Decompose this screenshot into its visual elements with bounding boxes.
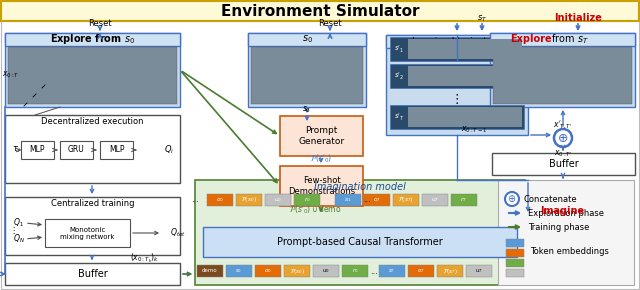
Text: $s_0$: $s_0$ <box>301 34 312 46</box>
Circle shape <box>505 192 519 206</box>
FancyBboxPatch shape <box>342 265 368 277</box>
FancyBboxPatch shape <box>21 141 54 159</box>
Text: demo: demo <box>202 269 218 273</box>
Text: $o_0$: $o_0$ <box>264 267 272 275</box>
FancyBboxPatch shape <box>313 265 339 277</box>
Text: $r_T$: $r_T$ <box>460 195 468 204</box>
FancyBboxPatch shape <box>5 33 180 46</box>
FancyBboxPatch shape <box>393 194 419 206</box>
Text: $s'_T$: $s'_T$ <box>394 111 404 123</box>
Text: $s_1$: $s_1$ <box>344 196 351 204</box>
FancyBboxPatch shape <box>197 265 223 277</box>
FancyBboxPatch shape <box>5 115 180 183</box>
Text: $\oplus$: $\oplus$ <box>557 131 569 144</box>
Text: Training phase: Training phase <box>528 222 589 231</box>
Text: $s'_2$: $s'_2$ <box>394 70 404 81</box>
Text: $s_T$: $s_T$ <box>388 267 396 275</box>
Text: $x_{0:T}$: $x_{0:T}$ <box>2 70 20 80</box>
Text: $x_{0:T-1}$: $x_{0:T-1}$ <box>461 125 488 135</box>
Text: Buffer: Buffer <box>548 159 579 169</box>
FancyBboxPatch shape <box>251 47 363 104</box>
Text: ...: ... <box>370 267 378 275</box>
Text: Exploration phase: Exploration phase <box>528 209 604 218</box>
Text: $(x_{0:T_k})_k$: $(x_{0:T_k})_k$ <box>130 251 159 265</box>
Text: Imagined trajectory: Imagined trajectory <box>412 37 502 46</box>
FancyBboxPatch shape <box>45 219 130 247</box>
FancyBboxPatch shape <box>8 47 177 104</box>
FancyBboxPatch shape <box>1 1 639 21</box>
Text: $\oplus$: $\oplus$ <box>508 193 516 204</box>
Text: Initialize: Initialize <box>554 13 602 23</box>
Text: $s_0$: $s_0$ <box>236 267 243 275</box>
FancyBboxPatch shape <box>437 265 463 277</box>
Text: $r_0$: $r_0$ <box>352 267 358 275</box>
FancyBboxPatch shape <box>203 227 517 257</box>
Text: Centralized training: Centralized training <box>51 200 134 209</box>
FancyBboxPatch shape <box>506 239 524 247</box>
Text: Environment Simulator: Environment Simulator <box>221 3 419 19</box>
Text: ...: ... <box>363 195 371 204</box>
FancyBboxPatch shape <box>284 265 310 277</box>
Text: GRU: GRU <box>68 146 85 155</box>
Circle shape <box>554 129 572 147</box>
FancyBboxPatch shape <box>490 33 635 46</box>
Text: $u_0$: $u_0$ <box>274 196 282 204</box>
Text: Imagine: Imagine <box>540 206 584 216</box>
Text: $Q_i$: $Q_i$ <box>164 144 174 156</box>
FancyBboxPatch shape <box>335 194 361 206</box>
FancyBboxPatch shape <box>5 33 180 107</box>
Text: $u_0$: $u_0$ <box>322 267 330 275</box>
Text: Prompt
Generator: Prompt Generator <box>298 126 344 146</box>
Text: ⋮: ⋮ <box>9 226 17 235</box>
Text: $r_0$: $r_0$ <box>303 195 310 204</box>
Text: $Q_1$: $Q_1$ <box>13 217 24 229</box>
FancyBboxPatch shape <box>280 166 363 206</box>
FancyBboxPatch shape <box>492 153 635 175</box>
FancyBboxPatch shape <box>255 265 281 277</box>
Text: Concatenate: Concatenate <box>524 195 578 204</box>
FancyBboxPatch shape <box>390 37 524 61</box>
Text: $o_0$: $o_0$ <box>216 196 224 204</box>
Text: $x'_{T,T'}$: $x'_{T,T'}$ <box>553 119 573 131</box>
Text: $Q_N$: $Q_N$ <box>13 233 25 245</box>
Text: $\mathcal{P}(s_0)$: $\mathcal{P}(s_0)$ <box>241 195 257 204</box>
FancyBboxPatch shape <box>248 33 366 46</box>
FancyBboxPatch shape <box>364 194 390 206</box>
FancyBboxPatch shape <box>506 269 524 277</box>
FancyBboxPatch shape <box>207 194 233 206</box>
FancyBboxPatch shape <box>408 66 522 86</box>
Text: $Q_{tot}$: $Q_{tot}$ <box>170 227 186 239</box>
Text: from $s_T$: from $s_T$ <box>548 32 589 46</box>
FancyBboxPatch shape <box>390 64 524 88</box>
Text: $u_T$: $u_T$ <box>475 267 483 275</box>
Text: Prompt-based Causal Transformer: Prompt-based Causal Transformer <box>277 237 443 247</box>
FancyBboxPatch shape <box>408 39 522 59</box>
FancyBboxPatch shape <box>451 194 477 206</box>
FancyBboxPatch shape <box>386 35 528 48</box>
Text: MLP: MLP <box>29 146 45 155</box>
FancyBboxPatch shape <box>100 141 133 159</box>
Text: $o_T$: $o_T$ <box>373 196 381 204</box>
Text: $s'_1$: $s'_1$ <box>394 44 404 55</box>
Text: $\mathcal{P}(s_T)$: $\mathcal{P}(s_T)$ <box>443 267 458 275</box>
FancyBboxPatch shape <box>490 33 635 107</box>
Text: Buffer: Buffer <box>77 269 108 279</box>
FancyBboxPatch shape <box>195 180 525 285</box>
FancyBboxPatch shape <box>379 265 405 277</box>
Text: $s_0$: $s_0$ <box>303 105 312 115</box>
Text: $\mathcal{P}(s_0)$: $\mathcal{P}(s_0)$ <box>289 267 305 275</box>
FancyBboxPatch shape <box>506 249 524 257</box>
FancyBboxPatch shape <box>408 265 434 277</box>
FancyBboxPatch shape <box>236 194 262 206</box>
Text: $\mathcal{P}(s_T)$: $\mathcal{P}(s_T)$ <box>398 195 414 204</box>
FancyBboxPatch shape <box>294 194 320 206</box>
Text: MLP: MLP <box>109 146 124 155</box>
FancyBboxPatch shape <box>248 33 366 107</box>
Text: $o_T$: $o_T$ <box>417 267 425 275</box>
FancyBboxPatch shape <box>280 116 363 156</box>
FancyBboxPatch shape <box>408 107 522 127</box>
Text: Explore from $s_0$: Explore from $s_0$ <box>50 32 135 46</box>
Text: Decentralized execution: Decentralized execution <box>41 117 144 126</box>
FancyBboxPatch shape <box>493 47 632 104</box>
